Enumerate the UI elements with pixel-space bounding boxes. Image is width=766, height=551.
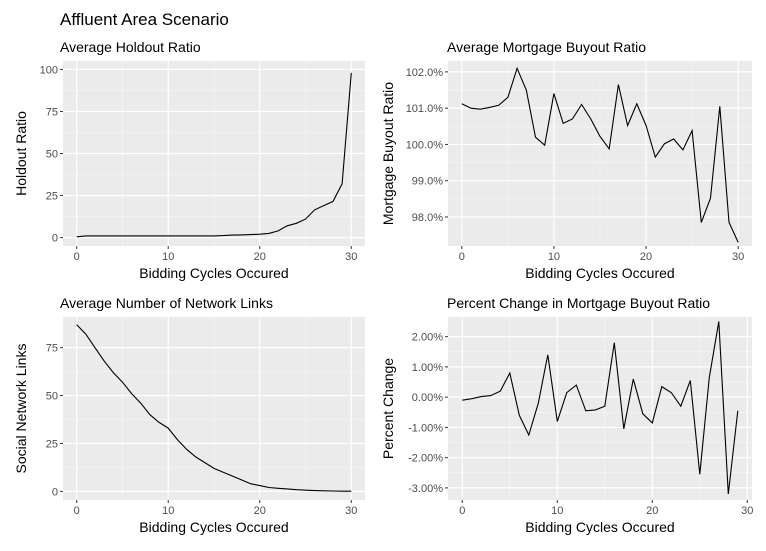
chart-panel-1 <box>60 61 365 249</box>
y-tick-label: 75 <box>46 106 58 118</box>
figure-title: Affluent Area Scenario <box>60 10 229 29</box>
x-tick-label: 30 <box>345 505 357 517</box>
y-axis-label: Holdout Ratio <box>13 111 29 196</box>
y-tick-label: 0.00% <box>412 392 443 404</box>
y-tick-label: 25 <box>46 191 58 203</box>
y-tick-label: 75 <box>46 343 58 355</box>
x-axis-label: Bidding Cycles Occured <box>525 519 674 535</box>
chart-panel-4 <box>445 317 752 503</box>
x-tick-label: 0 <box>74 505 80 517</box>
x-tick-label: 30 <box>732 251 744 263</box>
x-axis-label: Bidding Cycles Occured <box>139 519 288 535</box>
x-tick-label: 20 <box>646 505 658 517</box>
y-tick-label: -3.00% <box>408 483 443 495</box>
y-tick-label: 50 <box>46 149 58 161</box>
panel-title: Average Mortgage Buyout Ratio <box>447 39 646 55</box>
y-tick-label: 99.0% <box>412 176 443 188</box>
y-tick-label: 98.0% <box>412 212 443 224</box>
series-line <box>76 324 352 492</box>
series-line <box>461 66 739 243</box>
x-tick-label: 30 <box>345 251 357 263</box>
x-tick-label: 20 <box>640 251 652 263</box>
panel-title: Average Number of Network Links <box>60 295 273 311</box>
y-tick-label: 0 <box>52 233 58 245</box>
y-tick-label: -1.00% <box>408 422 443 434</box>
chart-panel-3 <box>60 317 365 503</box>
x-tick-label: 0 <box>459 251 465 263</box>
x-tick-label: 30 <box>741 505 753 517</box>
y-tick-label: 25 <box>46 438 58 450</box>
y-tick-label: 2.00% <box>412 332 443 344</box>
series-line <box>462 321 739 495</box>
x-tick-label: 10 <box>162 505 174 517</box>
series-line <box>76 72 352 238</box>
y-axis-label: Social Network Links <box>13 344 29 474</box>
x-axis-label: Bidding Cycles Occured <box>525 265 674 281</box>
y-tick-label: 100.0% <box>406 139 444 151</box>
x-axis-label: Bidding Cycles Occured <box>139 265 288 281</box>
y-tick-label: 101.0% <box>406 103 444 115</box>
y-axis-label: Mortgage Buyout Ratio <box>380 82 396 225</box>
panel-title: Percent Change in Mortgage Buyout Ratio <box>447 295 710 311</box>
x-tick-label: 10 <box>551 505 563 517</box>
y-tick-label: -2.00% <box>408 453 443 465</box>
y-tick-label: 100 <box>40 64 58 76</box>
y-tick-label: 0 <box>52 486 58 498</box>
panel-title: Average Holdout Ratio <box>60 39 201 55</box>
chart-panel-2 <box>445 61 752 249</box>
x-tick-label: 10 <box>162 251 174 263</box>
y-tick-label: 50 <box>46 391 58 403</box>
x-tick-label: 20 <box>254 251 266 263</box>
y-axis-label: Percent Change <box>380 358 396 459</box>
x-tick-label: 0 <box>459 505 465 517</box>
y-tick-label: 1.00% <box>412 362 443 374</box>
y-tick-label: 102.0% <box>406 67 444 79</box>
x-tick-label: 0 <box>74 251 80 263</box>
x-tick-label: 20 <box>254 505 266 517</box>
x-tick-label: 10 <box>548 251 560 263</box>
